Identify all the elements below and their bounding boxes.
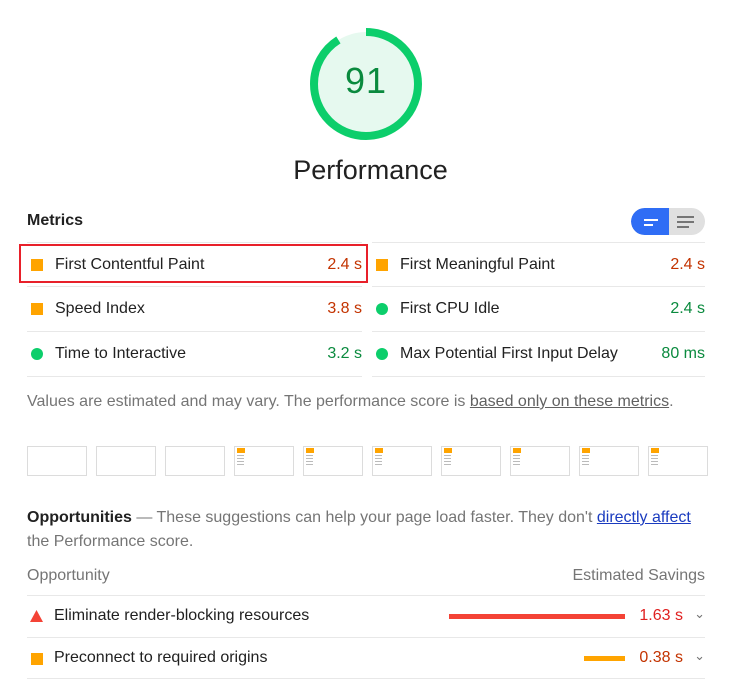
pass-circle-icon (376, 348, 388, 360)
filmstrip-frame (579, 446, 639, 476)
savings-bar (449, 614, 625, 619)
pass-circle-icon (31, 348, 43, 360)
metric-time-to-interactive: Time to Interactive 3.2 s (27, 332, 362, 377)
metric-label: Time to Interactive (55, 345, 187, 362)
average-square-icon (31, 653, 43, 665)
savings-bar (583, 656, 625, 661)
metrics-note: Values are estimated and may vary. The p… (27, 393, 674, 411)
frame-thumbnail (375, 448, 385, 474)
metric-label: Max Potential First Input Delay (400, 345, 618, 362)
performance-score: 91 (344, 60, 388, 101)
metrics-link[interactable]: based only on these metrics (469, 393, 670, 410)
savings-value: 1.63 s (639, 607, 683, 624)
metric-first-contentful-paint: First Contentful Paint 2.4 s (27, 242, 362, 287)
metric-first-meaningful-paint: First Meaningful Paint 2.4 s (372, 242, 705, 287)
metrics-view-toggle[interactable] (631, 208, 705, 235)
opportunity-row[interactable]: Preconnect to required origins 0.38 s ⌄ (27, 637, 705, 679)
metric-value: 3.8 s (327, 300, 362, 317)
opportunity-label: Eliminate render-blocking resources (54, 607, 310, 624)
gauge-background (314, 32, 418, 136)
score-gauge (310, 28, 422, 140)
chevron-down-icon[interactable]: ⌄ (694, 648, 705, 663)
opportunity-row[interactable]: Eliminate render-blocking resources 1.63 … (27, 595, 705, 637)
filmstrip-frame (372, 446, 432, 476)
metric-label: Speed Index (55, 300, 145, 317)
metric-value: 3.2 s (327, 345, 362, 362)
gauge-arc (310, 28, 422, 140)
frame-thumbnail (513, 448, 523, 474)
metric-first-cpu-idle: First CPU Idle 2.4 s (372, 287, 705, 332)
highlight-box (19, 244, 368, 283)
directly-affect-link[interactable]: directly affect (596, 509, 691, 526)
filmstrip-frame (27, 446, 87, 476)
note-end: . (669, 393, 674, 410)
filmstrip-frame (303, 446, 363, 476)
savings-value: 0.38 s (639, 649, 683, 666)
filmstrip-frame (510, 446, 570, 476)
filmstrip-frame (234, 446, 294, 476)
filmstrip-frame (441, 446, 501, 476)
metric-label: First Meaningful Paint (400, 255, 555, 273)
metric-label: First CPU Idle (400, 300, 500, 317)
pass-circle-icon (376, 303, 388, 315)
column-opportunity: Opportunity (27, 567, 110, 584)
filmstrip-frame (96, 446, 156, 476)
metric-value: 80 ms (661, 345, 705, 362)
opportunities-desc: — These suggestions can help your page l… (131, 509, 597, 526)
metric-max-potential-first-input-delay: Max Potential First Input Delay 80 ms (372, 332, 705, 377)
category-title: Performance (293, 155, 448, 185)
fail-triangle-icon (30, 610, 43, 622)
column-savings: Estimated Savings (572, 567, 705, 584)
metric-value: 2.4 s (670, 300, 705, 317)
opportunities-desc-end: the Performance score. (27, 533, 194, 550)
metrics-title: Metrics (27, 212, 84, 229)
metric-value: 2.4 s (670, 255, 705, 273)
filmstrip-frame (165, 446, 225, 476)
metric-label: First Contentful Paint (55, 255, 205, 273)
compact-view-button[interactable] (631, 208, 669, 235)
average-square-icon (31, 258, 43, 271)
note-text: Values are estimated and may vary. The p… (27, 393, 470, 410)
filmstrip-frame (648, 446, 708, 476)
frame-thumbnail (651, 448, 661, 474)
opportunities-title: Opportunities (27, 509, 132, 526)
metric-speed-index: Speed Index 3.8 s (27, 287, 362, 332)
opportunity-label: Preconnect to required origins (54, 649, 268, 666)
frame-thumbnail (444, 448, 454, 474)
opportunities-header: Opportunities — These suggestions can he… (27, 506, 707, 554)
average-square-icon (31, 303, 43, 315)
chevron-down-icon[interactable]: ⌄ (694, 606, 705, 621)
average-square-icon (376, 258, 388, 271)
frame-thumbnail (237, 448, 247, 474)
frame-thumbnail (582, 448, 592, 474)
frame-thumbnail (306, 448, 316, 474)
metric-value: 2.4 s (327, 255, 362, 273)
